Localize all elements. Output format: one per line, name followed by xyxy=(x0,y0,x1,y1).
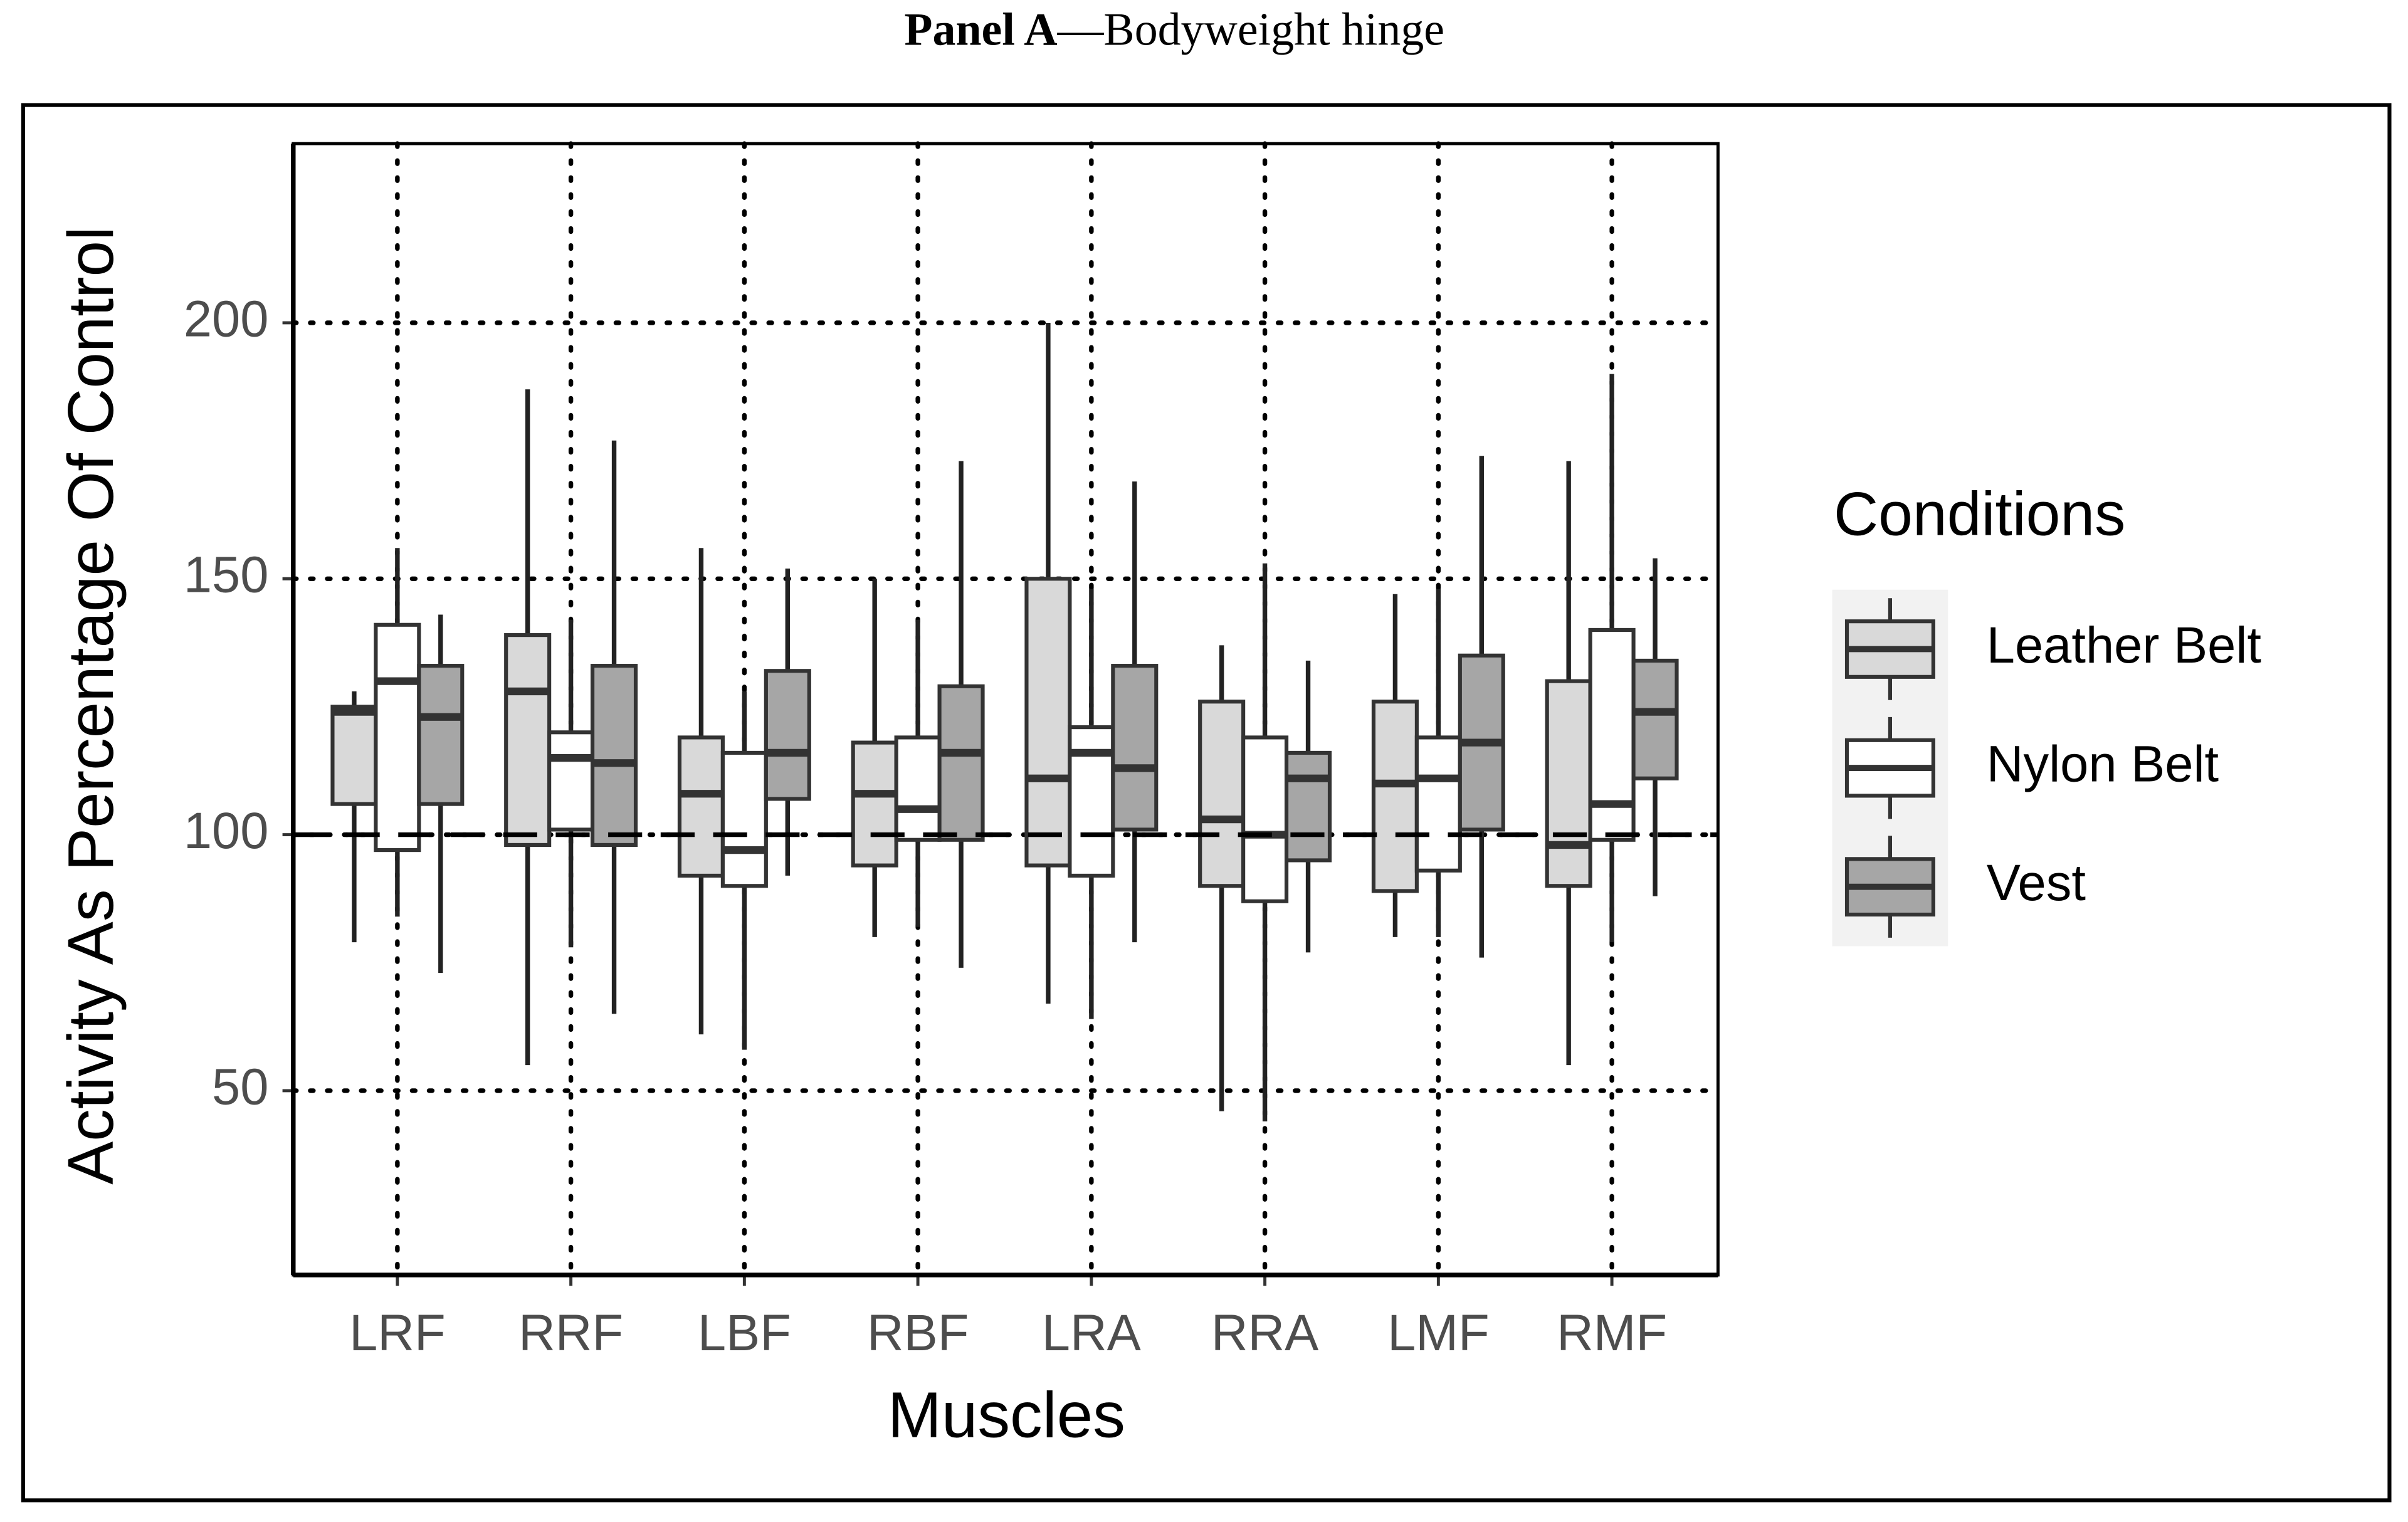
box xyxy=(677,735,725,878)
box xyxy=(374,622,421,853)
box xyxy=(720,750,768,888)
legend-label: Vest xyxy=(1987,854,2086,911)
x-tick-label: LBF xyxy=(698,1304,791,1362)
box xyxy=(1024,577,1072,868)
box xyxy=(1588,627,1636,842)
x-tick-label: RRF xyxy=(518,1304,623,1362)
x-tick-label: RBF xyxy=(867,1304,969,1362)
panel-label: Panel A xyxy=(904,3,1057,55)
box xyxy=(1371,700,1419,893)
x-tick-label: RRA xyxy=(1211,1304,1319,1362)
y-tick-label: 150 xyxy=(184,547,269,604)
box xyxy=(1631,658,1679,780)
x-axis-label: Muscles xyxy=(888,1378,1125,1451)
y-tick-label: 100 xyxy=(184,802,269,859)
box xyxy=(417,664,465,806)
x-tick-label: RMF xyxy=(1557,1304,1667,1362)
box xyxy=(591,664,638,848)
frame xyxy=(21,103,2392,1503)
legend-label: Leather Belt xyxy=(1987,617,2261,674)
box xyxy=(1414,735,1462,873)
legend-title: Conditions xyxy=(1834,479,2125,548)
legend-label: Nylon Belt xyxy=(1987,736,2219,793)
box xyxy=(937,684,985,842)
y-axis-label: Activity As Percentage Of Control xyxy=(54,226,127,1185)
box xyxy=(1545,679,1592,888)
box xyxy=(851,740,898,868)
x-tick-label: LRF xyxy=(349,1304,446,1362)
box xyxy=(1285,750,1332,863)
chart-title: —Bodyweight hinge xyxy=(1057,3,1444,55)
box xyxy=(1241,735,1289,903)
y-tick-label: 50 xyxy=(212,1058,268,1115)
box xyxy=(1198,700,1246,888)
box xyxy=(1111,664,1159,832)
box xyxy=(330,705,378,806)
box xyxy=(547,730,595,832)
box xyxy=(504,633,552,848)
box xyxy=(894,735,942,842)
x-tick-label: LMF xyxy=(1387,1304,1490,1362)
y-tick-label: 200 xyxy=(184,290,269,347)
box xyxy=(764,669,811,801)
x-tick-label: LRA xyxy=(1042,1304,1142,1362)
